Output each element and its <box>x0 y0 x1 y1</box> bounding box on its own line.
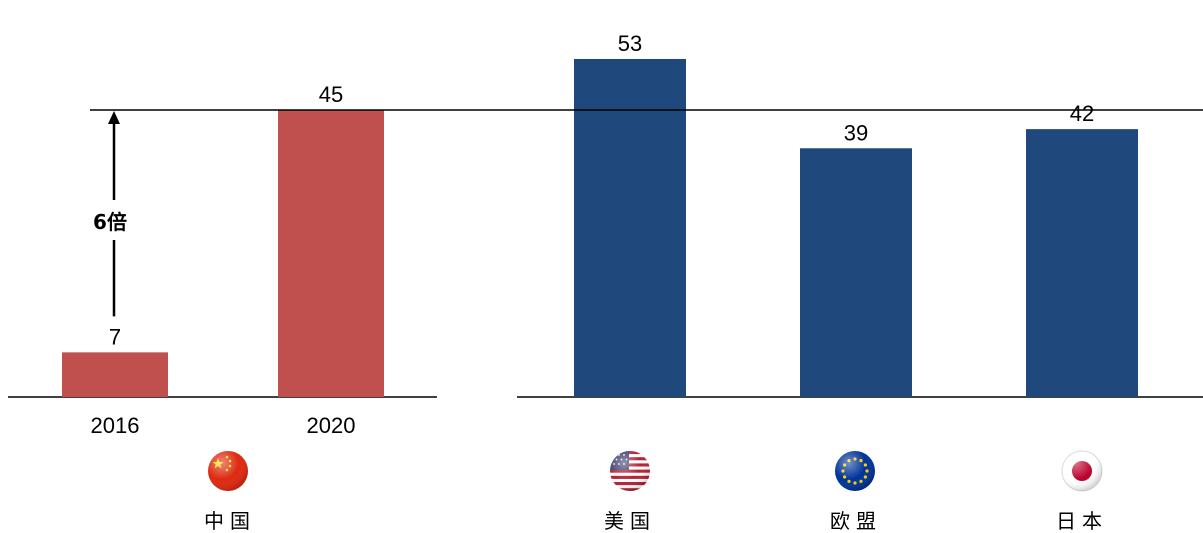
region-value-label-0: 53 <box>618 31 642 56</box>
region-bar-2 <box>1026 129 1138 397</box>
china-value-label-0: 7 <box>109 324 121 349</box>
others-bars: 53 39 42 <box>574 31 1138 397</box>
japan-flag-icon <box>1061 450 1103 492</box>
region-category-label-2: 日本 <box>1056 509 1108 533</box>
china-bars: 7 2016 45 2020 <box>62 82 384 438</box>
china-value-label-1: 45 <box>319 82 343 107</box>
china-flag-icon <box>208 451 248 491</box>
usa-flag-icon <box>610 451 650 491</box>
region-label-china: 中国 <box>204 509 256 533</box>
region-bar-1 <box>800 148 912 397</box>
growth-arrow <box>108 111 120 317</box>
region-value-label-2: 42 <box>1070 101 1094 126</box>
eu-flag-icon <box>835 451 875 491</box>
china-category-label-1: 2020 <box>307 413 356 438</box>
region-bar-0 <box>574 58 686 397</box>
china-bar-1 <box>278 110 384 397</box>
china-bar-0 <box>62 352 168 397</box>
region-category-label-1: 欧盟 <box>830 509 882 533</box>
china-category-label-0: 2016 <box>91 413 140 438</box>
growth-multiplier: 6倍 <box>93 210 127 234</box>
region-value-label-1: 39 <box>844 120 868 145</box>
region-category-label-0: 美国 <box>604 509 656 533</box>
